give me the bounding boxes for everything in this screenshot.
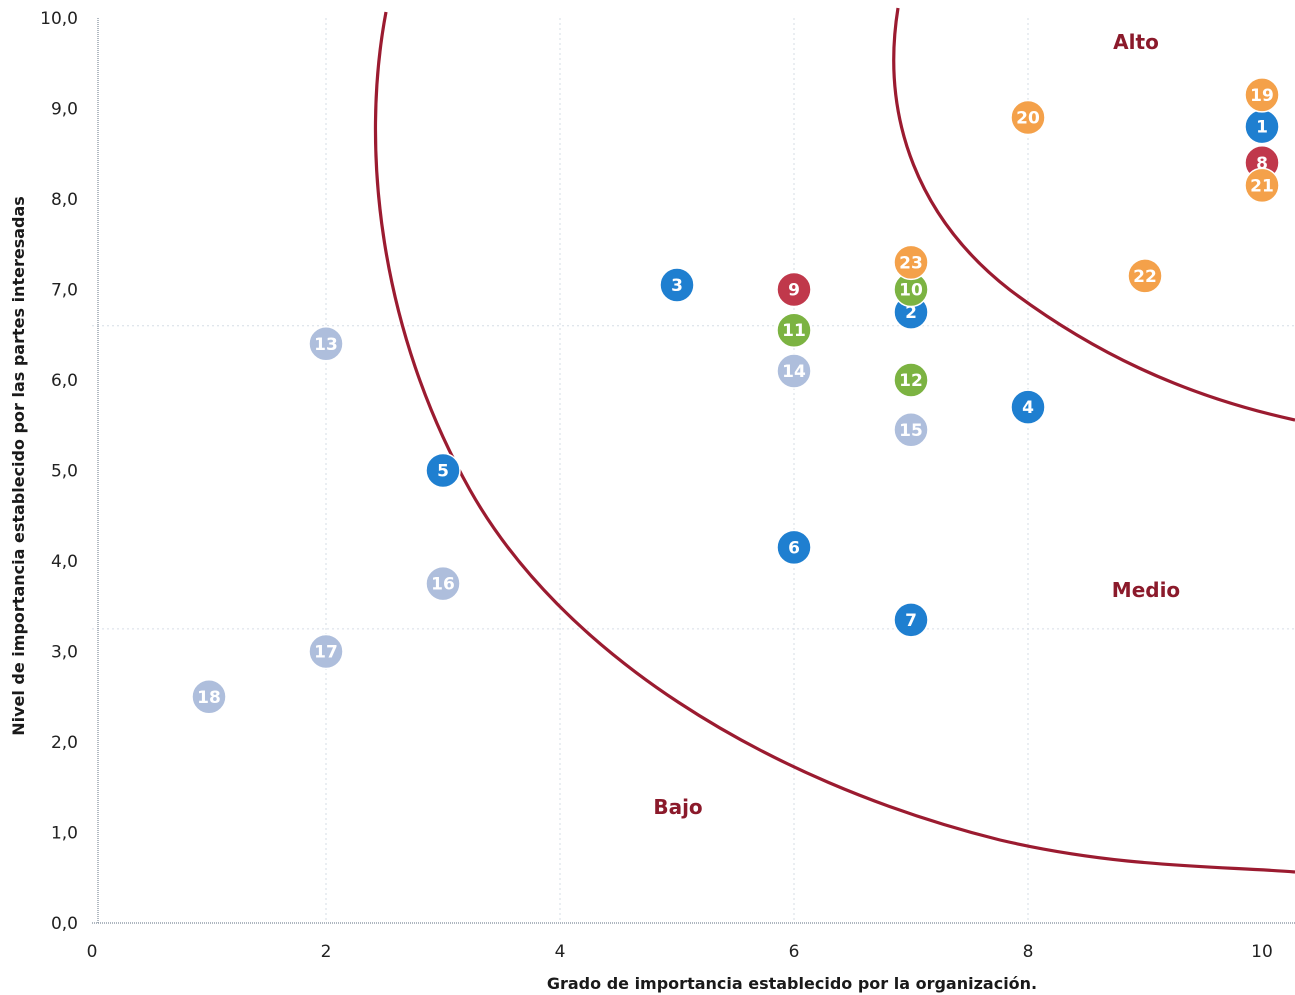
x-tick-label: 8 xyxy=(1023,942,1034,962)
data-point-label: 17 xyxy=(314,643,338,663)
zone-boundaries xyxy=(373,7,1295,874)
y-tick-label: 0,0 xyxy=(51,914,78,934)
data-point-marker xyxy=(1244,167,1280,204)
data-point-12: 12 xyxy=(893,362,929,398)
x-tick-label: 10 xyxy=(1251,942,1273,962)
data-point-19: 19 xyxy=(1244,77,1280,113)
data-point-6: 6 xyxy=(776,529,812,566)
data-point-marker xyxy=(776,312,812,348)
data-point-marker xyxy=(776,271,812,308)
data-point-marker xyxy=(893,602,929,638)
data-point-label: 16 xyxy=(431,575,455,595)
data-point-4: 4 xyxy=(1010,389,1046,425)
zone-label-bajo: Bajo xyxy=(653,795,702,819)
zone-label-medio: Medio xyxy=(1112,578,1180,602)
data-point-23: 23 xyxy=(893,244,929,281)
data-point-21: 21 xyxy=(1244,167,1280,204)
y-tick-label: 10,0 xyxy=(40,9,78,29)
data-point-label: 14 xyxy=(782,362,806,382)
data-point-label: 5 xyxy=(437,462,449,482)
data-point-16: 16 xyxy=(425,565,461,602)
data-point-label: 20 xyxy=(1016,109,1040,129)
x-axis-title: Grado de importancia establecido por la … xyxy=(547,974,1037,993)
tick-labels: 0 2 4 6 8 10 0,0 1,0 2,0 3,0 4,0 5,0 6,0 7,0 8,0 9,0 10,… xyxy=(40,9,1273,962)
zone-boundary-medium-high xyxy=(892,7,1295,422)
data-point-marker xyxy=(659,267,695,303)
data-point-marker xyxy=(1010,99,1046,136)
zone-labels: Alto Medio Bajo xyxy=(653,30,1180,819)
data-point-18: 18 xyxy=(191,679,227,715)
y-tick-label: 2,0 xyxy=(51,733,78,753)
data-point-marker xyxy=(1010,389,1046,425)
data-point-15: 15 xyxy=(893,412,929,448)
y-tick-label: 7,0 xyxy=(51,281,78,301)
data-point-marker xyxy=(425,452,461,489)
x-tick-label: 4 xyxy=(555,942,566,962)
data-point-1: 1 xyxy=(1244,108,1280,145)
data-point-label: 1 xyxy=(1256,118,1268,138)
data-point-11: 11 xyxy=(776,312,812,348)
data-point-10: 10 xyxy=(893,271,929,308)
data-point-label: 21 xyxy=(1250,176,1274,196)
data-point-label: 8 xyxy=(1256,154,1268,174)
data-point-marker xyxy=(893,244,929,281)
data-point-marker xyxy=(893,412,929,448)
data-point-label: 12 xyxy=(899,371,923,391)
data-point-label: 2 xyxy=(905,303,917,323)
data-point-3: 3 xyxy=(659,267,695,303)
data-point-marker xyxy=(308,326,344,362)
data-point-label: 15 xyxy=(899,421,923,441)
y-tick-label: 5,0 xyxy=(51,462,78,482)
y-tick-label: 9,0 xyxy=(51,100,78,120)
x-tick-label: 2 xyxy=(321,942,332,962)
zone-label-alto: Alto xyxy=(1113,30,1159,54)
data-point-label: 3 xyxy=(671,276,683,296)
data-point-label: 18 xyxy=(197,688,221,708)
data-point-label: 9 xyxy=(788,281,800,301)
data-point-22: 22 xyxy=(1127,258,1163,294)
axes xyxy=(92,18,1295,924)
y-axis-title: Nivel de importancia establecido por las… xyxy=(9,196,28,736)
data-point-label: 23 xyxy=(899,253,923,273)
data-point-9: 9 xyxy=(776,271,812,308)
y-tick-label: 1,0 xyxy=(51,824,78,844)
data-point-marker xyxy=(308,633,344,670)
y-tick-label: 4,0 xyxy=(51,552,78,572)
data-point-marker xyxy=(191,679,227,715)
grid xyxy=(92,18,1295,923)
data-point-7: 7 xyxy=(893,602,929,638)
x-tick-label: 0 xyxy=(87,942,98,962)
data-point-5: 5 xyxy=(425,452,461,489)
data-point-14: 14 xyxy=(776,353,812,389)
data-point-label: 11 xyxy=(782,321,806,341)
y-tick-label: 3,0 xyxy=(51,643,78,663)
data-point-marker xyxy=(893,362,929,398)
data-point-label: 19 xyxy=(1250,86,1274,106)
y-tick-label: 8,0 xyxy=(51,190,78,210)
data-point-17: 17 xyxy=(308,633,344,670)
data-point-label: 4 xyxy=(1022,398,1034,418)
data-point-label: 6 xyxy=(788,538,800,558)
data-point-marker xyxy=(1127,258,1163,294)
data-point-13: 13 xyxy=(308,326,344,362)
data-point-marker xyxy=(776,353,812,389)
data-point-label: 22 xyxy=(1133,267,1157,287)
data-point-label: 7 xyxy=(905,611,917,631)
y-tick-label: 6,0 xyxy=(51,371,78,391)
data-point-label: 10 xyxy=(899,281,923,301)
x-tick-label: 6 xyxy=(789,942,800,962)
zone-boundary-low-medium xyxy=(373,11,1295,874)
data-point-marker xyxy=(425,565,461,602)
data-point-20: 20 xyxy=(1010,99,1046,136)
data-point-label: 13 xyxy=(314,335,338,355)
data-point-marker xyxy=(1244,77,1280,113)
data-point-marker xyxy=(776,529,812,566)
